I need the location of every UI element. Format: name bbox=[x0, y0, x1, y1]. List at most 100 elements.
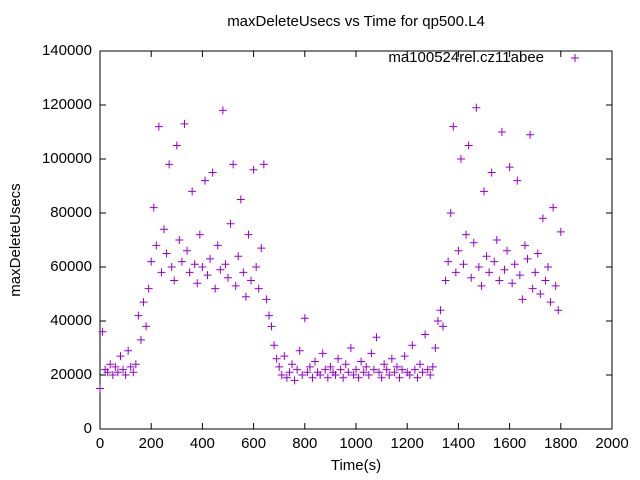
point bbox=[103, 368, 112, 377]
point bbox=[318, 349, 327, 358]
point bbox=[270, 341, 279, 350]
point bbox=[395, 373, 404, 382]
point bbox=[551, 281, 560, 290]
point bbox=[433, 317, 442, 325]
point bbox=[195, 230, 204, 239]
point bbox=[431, 344, 440, 352]
point bbox=[121, 371, 130, 379]
point bbox=[257, 244, 266, 253]
point bbox=[165, 160, 174, 169]
point bbox=[203, 271, 212, 280]
point bbox=[372, 333, 381, 342]
point bbox=[364, 371, 373, 379]
point bbox=[239, 268, 248, 277]
point bbox=[515, 271, 524, 280]
point bbox=[354, 373, 363, 382]
point bbox=[477, 281, 486, 290]
point bbox=[124, 346, 133, 355]
point bbox=[323, 373, 332, 382]
point bbox=[480, 187, 488, 196]
x-tick-label: 1400 bbox=[442, 435, 475, 452]
point bbox=[106, 360, 115, 369]
point bbox=[264, 311, 273, 320]
point bbox=[449, 122, 458, 131]
point bbox=[241, 292, 250, 301]
chart-title: maxDeleteUsecs vs Time for qp500.L4 bbox=[227, 13, 485, 30]
point bbox=[326, 362, 335, 371]
point bbox=[96, 384, 104, 393]
point bbox=[398, 365, 407, 374]
point bbox=[119, 365, 128, 374]
x-tick-label: 200 bbox=[139, 435, 164, 452]
point bbox=[234, 252, 243, 261]
point bbox=[336, 365, 345, 374]
point bbox=[305, 362, 314, 371]
point bbox=[380, 360, 389, 369]
point bbox=[367, 349, 376, 358]
point bbox=[357, 357, 366, 366]
point bbox=[546, 298, 555, 307]
point bbox=[392, 362, 401, 371]
y-tick-label: 0 bbox=[84, 420, 92, 437]
point bbox=[441, 276, 450, 285]
point bbox=[426, 371, 435, 379]
point bbox=[505, 163, 514, 172]
point bbox=[451, 268, 460, 277]
point bbox=[231, 281, 240, 290]
point bbox=[229, 160, 238, 169]
point bbox=[362, 362, 371, 371]
point bbox=[456, 155, 465, 163]
point bbox=[193, 279, 202, 288]
point bbox=[208, 168, 217, 177]
point bbox=[267, 322, 276, 331]
point bbox=[413, 373, 422, 382]
point bbox=[298, 371, 307, 379]
point bbox=[436, 306, 445, 315]
y-tick-label: 60000 bbox=[50, 258, 92, 275]
point bbox=[262, 295, 271, 304]
point bbox=[375, 368, 384, 377]
point bbox=[188, 187, 197, 196]
point bbox=[421, 330, 430, 339]
y-tick-label: 100000 bbox=[42, 150, 92, 167]
point bbox=[288, 360, 296, 369]
point bbox=[520, 241, 529, 250]
point bbox=[277, 371, 286, 379]
x-tick-label: 1800 bbox=[544, 435, 577, 452]
point bbox=[487, 168, 496, 177]
point bbox=[167, 263, 176, 271]
x-axis-label: Time(s) bbox=[331, 457, 381, 474]
point bbox=[469, 238, 478, 247]
point bbox=[344, 368, 353, 377]
point bbox=[170, 276, 179, 285]
point bbox=[198, 263, 207, 271]
point bbox=[554, 306, 563, 315]
point bbox=[249, 165, 258, 174]
point bbox=[136, 335, 145, 344]
point bbox=[293, 365, 302, 374]
point bbox=[206, 254, 215, 263]
point bbox=[131, 360, 140, 369]
point bbox=[385, 371, 394, 379]
point bbox=[290, 376, 299, 385]
point bbox=[428, 362, 437, 371]
point bbox=[211, 284, 220, 293]
point bbox=[224, 273, 232, 282]
point bbox=[523, 254, 532, 263]
point bbox=[528, 284, 537, 293]
point bbox=[405, 371, 414, 379]
point bbox=[144, 284, 153, 293]
point bbox=[272, 354, 281, 363]
point bbox=[175, 236, 184, 244]
point bbox=[162, 249, 171, 258]
point bbox=[252, 263, 261, 271]
point bbox=[152, 241, 161, 250]
point bbox=[533, 249, 542, 258]
point bbox=[492, 236, 501, 244]
point bbox=[369, 365, 378, 374]
x-tick-label: 1200 bbox=[391, 435, 424, 452]
point bbox=[142, 322, 151, 331]
point bbox=[467, 273, 476, 282]
point bbox=[113, 368, 122, 377]
